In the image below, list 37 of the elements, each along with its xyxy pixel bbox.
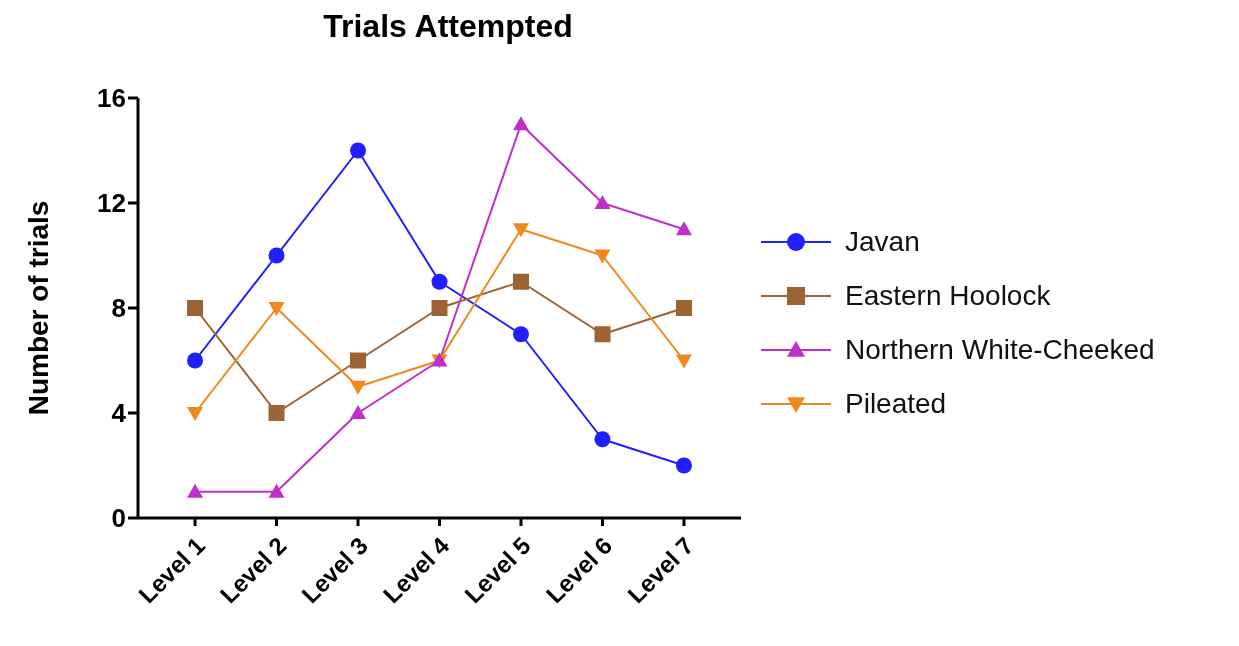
point: [187, 407, 204, 421]
point: [594, 195, 611, 209]
point: [675, 300, 692, 316]
y-tick-label: 12: [97, 188, 126, 219]
point: [268, 247, 285, 264]
y-tick-label: 0: [111, 503, 126, 534]
point: [350, 380, 367, 395]
point: [350, 352, 367, 369]
point: [187, 483, 204, 498]
y-tick-label: 4: [111, 398, 127, 429]
point: [675, 221, 692, 236]
point: [594, 249, 611, 264]
point: [675, 354, 692, 369]
point: [512, 273, 529, 290]
point: [431, 300, 448, 316]
legend-label: Eastern Hoolock: [845, 280, 1051, 312]
point: [268, 483, 285, 498]
point: [268, 302, 285, 316]
point: [594, 326, 611, 343]
point: [187, 300, 204, 316]
point: [594, 431, 611, 448]
point: [675, 457, 692, 474]
point: [350, 142, 367, 159]
chart-title: Trials Attempted: [322, 8, 574, 45]
point: [512, 223, 529, 238]
legend-label: Pileated: [845, 388, 947, 420]
point: [431, 273, 448, 290]
point: [350, 405, 367, 419]
legend-label: Northern White-Cheeked: [845, 334, 1155, 366]
point: [187, 352, 204, 369]
point: [268, 405, 285, 421]
point: [512, 116, 529, 131]
point: [512, 326, 529, 343]
y-axis-title: Number of trials: [22, 200, 54, 416]
legend-label: Javan: [845, 226, 920, 258]
y-tick-label: 8: [111, 293, 126, 324]
y-tick-label: 16: [97, 83, 126, 114]
